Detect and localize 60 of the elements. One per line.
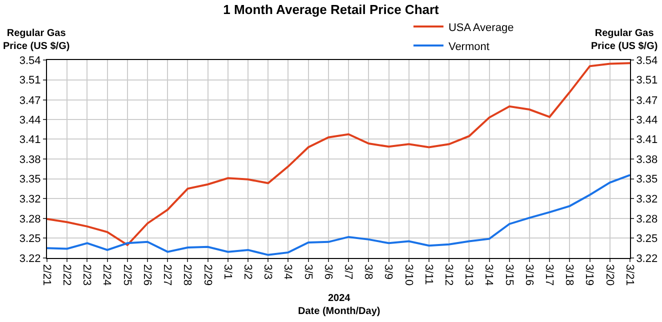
x-tick-label: 3/16 (522, 264, 535, 286)
chart-title: 1 Month Average Retail Price Chart (223, 2, 440, 17)
x-tick-label: 3/7 (342, 264, 354, 280)
x-tick-label: 3/12 (442, 264, 454, 286)
x-tick-label: 2/29 (201, 264, 214, 286)
x-tick-label: 3/6 (322, 264, 334, 280)
y2-tick-label: 3.25 (636, 233, 658, 246)
x-axis-title: 2024 Date (Month/Day) (298, 293, 380, 317)
y-axis-title: Regular Gas Price (US $/G) (3, 28, 70, 52)
x-tick-label: 3/18 (563, 264, 576, 286)
y-tick-label: 3.25 (19, 233, 41, 246)
y-tick-label: 3.41 (19, 134, 41, 146)
y2-tick-label: 3.41 (636, 134, 658, 146)
y-tick-label: 3.38 (19, 154, 41, 166)
y2-tick-label: 3.47 (636, 95, 658, 108)
x-tick-label: 3/1 (221, 264, 234, 280)
y-tick-label: 3.28 (19, 213, 41, 226)
x-tick-label: 2/28 (181, 264, 194, 286)
x-tick-label: 3/5 (302, 264, 314, 280)
y2-tick-label: 3.32 (636, 193, 658, 206)
line-series (47, 62, 630, 246)
x-tick-label: 3/14 (482, 264, 495, 286)
x-tick-label: 3/11 (422, 264, 434, 285)
y2-tick-label: 3.38 (636, 154, 658, 166)
x-tick-label: 3/17 (543, 264, 556, 286)
x-tick-label: 3/21 (623, 264, 636, 286)
x-tick-label: 3/4 (282, 264, 294, 280)
x-tick-label: 3/10 (402, 264, 414, 286)
legend-label: USA Average (448, 22, 514, 34)
y2-axis-title: Regular Gas Price (US $/G) (591, 28, 658, 52)
x-tick-label: 2/21 (40, 264, 52, 286)
y-tick-label: 3.35 (19, 174, 41, 186)
legend-label: Vermont (448, 40, 490, 53)
y2-tick-label: 3.22 (636, 252, 658, 265)
y2-tick-label: 3.54 (636, 54, 658, 67)
y2-tick-label: 3.51 (636, 74, 658, 87)
x-tick-label: 2/26 (140, 264, 153, 286)
x-tick-label: 3/3 (262, 264, 274, 280)
y-tick-label: 3.54 (19, 54, 41, 67)
x-tick-label: 3/19 (583, 264, 596, 286)
x-tick-label: 3/13 (462, 264, 475, 286)
x-tick-label: 3/2 (241, 264, 254, 280)
y-tick-label: 3.22 (19, 252, 41, 265)
y-tick-label: 3.47 (19, 95, 41, 108)
y-tick-label: 3.44 (19, 114, 41, 126)
x-tick-label: 2/25 (120, 264, 133, 286)
x-tick-label: 3/20 (603, 264, 616, 286)
x-tick-label: 2/23 (80, 264, 93, 286)
x-tick-label: 2/27 (161, 264, 174, 286)
x-tick-label: 2/24 (100, 264, 113, 286)
x-tick-label: 3/8 (362, 264, 374, 280)
line-series (47, 174, 630, 256)
y2-tick-label: 3.35 (636, 174, 658, 186)
y-tick-label: 3.51 (19, 74, 41, 87)
y2-tick-label: 3.28 (636, 213, 658, 226)
y2-tick-label: 3.44 (636, 114, 658, 126)
x-tick-label: 3/9 (382, 264, 394, 280)
x-tick-label: 3/15 (502, 264, 515, 286)
x-tick-label: 2/22 (60, 264, 73, 286)
y-tick-label: 3.32 (19, 193, 41, 206)
